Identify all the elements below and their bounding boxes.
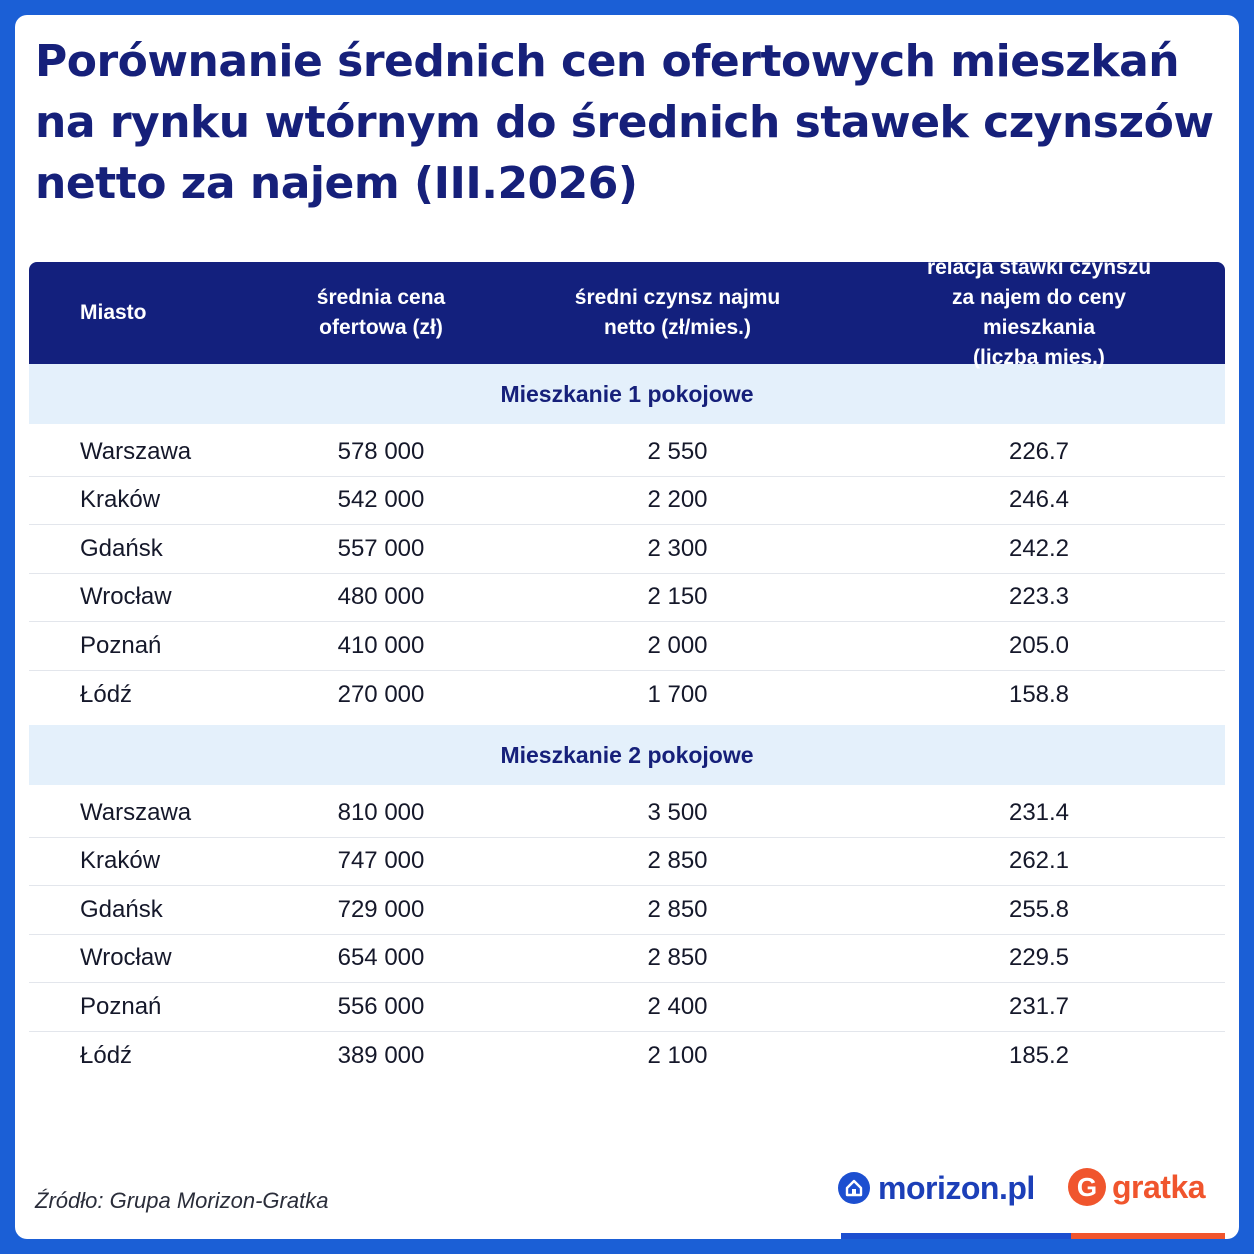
cell-ratio: 205.0 [1008, 631, 1070, 659]
cell-price: 556 000 [337, 992, 425, 1020]
cell-city: Wrocław [80, 583, 172, 611]
header-ratio-line2: za najem do ceny mieszkania [952, 286, 1126, 339]
cell-price: 389 000 [337, 1041, 425, 1069]
gratka-logo-text: gratka [1112, 1168, 1206, 1205]
cell-rent: 2 850 [647, 895, 708, 923]
cell-rent: 2 300 [647, 534, 708, 562]
cell-city: Kraków [80, 486, 161, 514]
cell-price: 542 000 [337, 486, 425, 514]
cell-rent: 2 850 [647, 847, 708, 875]
cell-city: Warszawa [80, 437, 192, 465]
table-row: Gdańsk 729 000 2 850 255.8 [29, 886, 1225, 935]
cell-ratio: 229.5 [1008, 944, 1070, 972]
table-row: Poznań 410 000 2 000 205.0 [29, 622, 1225, 671]
cell-price: 410 000 [337, 631, 425, 659]
table-row: Warszawa 578 000 2 550 226.7 [29, 428, 1225, 477]
cell-price: 557 000 [337, 534, 425, 562]
header-price-line1: średnia cena [316, 286, 446, 309]
source-note: Źródło: Grupa Morizon-Gratka [35, 1188, 329, 1213]
infographic-card: Porównanie średnich cen ofertowych miesz… [15, 15, 1239, 1239]
header-ratio-line3: (liczba mies.) [973, 346, 1105, 369]
table-row: Łódź 389 000 2 100 185.2 [29, 1032, 1225, 1081]
section-rows: Warszawa 810 000 3 500 231.4 Kraków 747 … [29, 785, 1225, 1086]
cell-city: Łódź [80, 1041, 133, 1069]
cell-ratio: 158.8 [1008, 680, 1070, 708]
cell-rent: 2 550 [647, 437, 708, 465]
cell-city: Łódź [80, 680, 133, 708]
table-row: Łódź 270 000 1 700 158.8 [29, 671, 1225, 720]
cell-city: Warszawa [80, 798, 192, 826]
section-rows: Warszawa 578 000 2 550 226.7 Kraków 542 … [29, 424, 1225, 725]
comparison-table: Miasto średnia cena ofertowa (zł) średni… [29, 256, 1225, 1086]
header-rent: średni czynsz najmu netto (zł/mies.) [461, 283, 894, 343]
brand-bar-orange [1071, 1233, 1225, 1239]
cell-city: Gdańsk [80, 895, 163, 923]
cell-ratio: 262.1 [1008, 847, 1070, 875]
table-row: Warszawa 810 000 3 500 231.4 [29, 789, 1225, 838]
cell-rent: 2 000 [647, 631, 708, 659]
cell-city: Kraków [80, 847, 161, 875]
gratka-logo: G gratka [1068, 1165, 1206, 1209]
cell-price: 578 000 [337, 437, 425, 465]
cell-price: 729 000 [337, 895, 425, 923]
header-rent-line1: średni czynsz najmu [574, 286, 781, 309]
cell-city: Poznań [80, 992, 162, 1020]
cell-rent: 2 850 [647, 944, 708, 972]
section-header: Mieszkanie 1 pokojowe [29, 364, 1225, 424]
cell-rent: 2 200 [647, 486, 708, 514]
table-row: Kraków 542 000 2 200 246.4 [29, 477, 1225, 525]
house-icon [838, 1172, 870, 1204]
cell-ratio: 246.4 [1008, 486, 1070, 514]
cell-ratio: 231.7 [1008, 992, 1070, 1020]
cell-rent: 2 100 [647, 1041, 708, 1069]
cell-ratio: 231.4 [1008, 798, 1070, 826]
table-row: Gdańsk 557 000 2 300 242.2 [29, 525, 1225, 574]
cell-rent: 2 150 [647, 583, 708, 611]
table-header: Miasto średnia cena ofertowa (zł) średni… [29, 256, 1225, 369]
cell-price: 747 000 [337, 847, 425, 875]
cell-rent: 3 500 [647, 798, 708, 826]
page-title: Porównanie średnich cen ofertowych miesz… [35, 36, 1214, 209]
cell-rent: 1 700 [647, 680, 708, 708]
brand-bar-blue [841, 1233, 1071, 1239]
table-row: Poznań 556 000 2 400 231.7 [29, 983, 1225, 1032]
cell-price: 810 000 [337, 798, 425, 826]
cell-city: Wrocław [80, 944, 172, 972]
cell-ratio: 255.8 [1008, 895, 1070, 923]
morizon-logo-text: morizon.pl [878, 1169, 1035, 1206]
cell-price: 480 000 [337, 583, 425, 611]
cell-ratio: 242.2 [1008, 534, 1070, 562]
section-header: Mieszkanie 2 pokojowe [29, 725, 1225, 785]
table-row: Kraków 747 000 2 850 262.1 [29, 838, 1225, 886]
cell-city: Poznań [80, 631, 162, 659]
cell-rent: 2 400 [647, 992, 708, 1020]
cell-price: 270 000 [337, 680, 425, 708]
header-price: średnia cena ofertowa (zł) [301, 283, 461, 343]
header-ratio: relacja stawki czynszu za najem do ceny … [894, 253, 1184, 373]
header-price-line2: ofertowa (zł) [319, 316, 443, 339]
table-row: Wrocław 480 000 2 150 223.3 [29, 574, 1225, 622]
morizon-logo: morizon.pl [838, 1167, 1035, 1209]
cell-ratio: 223.3 [1008, 583, 1070, 611]
gratka-g-icon: G [1068, 1168, 1106, 1206]
cell-price: 654 000 [337, 944, 425, 972]
cell-ratio: 185.2 [1008, 1041, 1070, 1069]
cell-ratio: 226.7 [1008, 437, 1070, 465]
header-rent-line2: netto (zł/mies.) [603, 316, 751, 339]
header-city: Miasto [80, 301, 147, 324]
cell-city: Gdańsk [80, 534, 163, 562]
table-row: Wrocław 654 000 2 850 229.5 [29, 935, 1225, 983]
header-ratio-line1: relacja stawki czynszu [926, 256, 1152, 279]
